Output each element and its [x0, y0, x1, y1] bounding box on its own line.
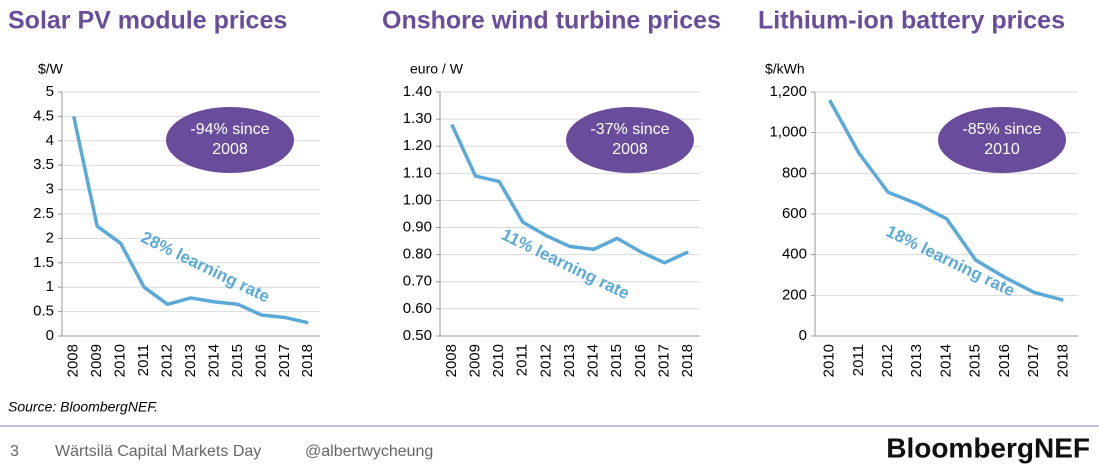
y-tick-label: 0 [46, 327, 54, 344]
callout: -94% since 2008 [190, 121, 270, 158]
x-tick-label: 2013 [182, 344, 199, 377]
callout-text: -94% since 2008 [190, 121, 270, 158]
x-tick-label: 2010 [112, 344, 129, 377]
x-tick-label: 2018 [299, 344, 316, 377]
y-tick-label: 0.60 [403, 300, 432, 317]
chart-title: Onshore wind turbine prices [382, 7, 721, 35]
x-tick-label: 2016 [996, 344, 1013, 377]
x-tick-label: 2014 [205, 344, 222, 377]
callout-bubble [938, 107, 1066, 173]
y-axis-label: $/W [38, 61, 64, 77]
y-tick-label: 4.5 [33, 107, 54, 124]
x-tick-label: 2017 [276, 344, 293, 377]
chart-title: Lithium-ion battery prices [758, 7, 1065, 35]
y-axis-label: euro / W [410, 61, 464, 77]
x-tick-label: 2008 [443, 344, 460, 377]
y-tick-label: 0.90 [403, 219, 432, 236]
x-tick-label: 2013 [561, 344, 578, 377]
y-tick-label: 1 [46, 278, 54, 295]
y-tick-label: 200 [782, 286, 807, 303]
x-tick-label: 2011 [850, 344, 867, 376]
y-tick-label: 1.00 [403, 191, 432, 208]
x-tick-label: 2010 [821, 344, 838, 377]
event: Wärtsilä Capital Markets Day [55, 443, 261, 460]
callout: -37% since 2008 [590, 121, 670, 158]
y-tick-label: 2 [46, 229, 54, 246]
y-tick-label: 0.50 [403, 327, 432, 344]
x-tick-label: 2009 [466, 344, 483, 377]
x-tick-label: 2013 [908, 344, 925, 377]
x-tick-label: 2015 [967, 344, 984, 377]
handle: @albertwycheung [305, 443, 433, 460]
x-tick-label: 2015 [608, 344, 625, 377]
learning-rate: 28% learning rate [138, 228, 273, 307]
y-tick-label: 1,000 [769, 124, 807, 141]
source: Source: BloombergNEF. [8, 399, 158, 415]
brand: BloombergNEF [886, 432, 1090, 463]
x-tick-label: 2011 [135, 344, 152, 376]
x-tick-label: 2010 [490, 344, 507, 377]
chart-title: Solar PV module prices [8, 7, 287, 35]
y-tick-label: 2.5 [33, 205, 54, 222]
y-tick-label: 0 [799, 327, 807, 344]
y-tick-label: 3.5 [33, 156, 54, 173]
callout: -85% since 2010 [962, 121, 1042, 158]
y-axis-label: $/kWh [765, 61, 805, 77]
y-tick-label: 0.5 [33, 303, 54, 320]
x-tick-label: 2017 [1025, 344, 1042, 377]
y-tick-label: 1.5 [33, 254, 54, 271]
y-tick-label: 800 [782, 164, 807, 181]
y-tick-label: 1.20 [403, 137, 432, 154]
y-tick-label: 0.80 [403, 246, 432, 263]
y-tick-label: 0.70 [403, 273, 432, 290]
x-tick-label: 2017 [656, 344, 673, 377]
callout-bubble [566, 107, 694, 173]
x-tick-label: 2009 [88, 344, 105, 377]
y-tick-label: 1.40 [403, 83, 432, 100]
x-tick-label: 2012 [159, 344, 176, 377]
callout-text: -37% since 2008 [590, 121, 670, 158]
callout-bubble [166, 107, 294, 173]
x-tick-label: 2014 [585, 344, 602, 377]
x-tick-label: 2008 [65, 344, 82, 377]
x-tick-label: 2014 [937, 344, 954, 377]
x-tick-label: 2018 [679, 344, 696, 377]
learning-rate: 18% learning rate [883, 222, 1018, 301]
y-tick-label: 4 [46, 132, 54, 149]
y-tick-label: 600 [782, 205, 807, 222]
y-tick-label: 1.10 [403, 164, 432, 181]
price-line [450, 123, 689, 265]
y-tick-label: 3 [46, 181, 54, 198]
x-tick-label: 2011 [514, 344, 531, 376]
y-tick-label: 1.30 [403, 110, 432, 127]
learning-rate: 11% learning rate [498, 225, 632, 303]
x-tick-label: 2012 [879, 344, 896, 377]
page-number: 3 [10, 443, 19, 460]
price-line [828, 99, 1064, 302]
x-tick-label: 2018 [1054, 344, 1071, 377]
x-tick-label: 2015 [229, 344, 246, 377]
y-tick-label: 5 [46, 83, 54, 100]
x-tick-label: 2012 [537, 344, 554, 377]
y-tick-label: 1,200 [769, 83, 807, 100]
price-line [72, 116, 309, 325]
x-tick-label: 2016 [252, 344, 269, 377]
y-tick-label: 400 [782, 246, 807, 263]
x-tick-label: 2016 [632, 344, 649, 377]
callout-text: -85% since 2010 [962, 121, 1042, 158]
